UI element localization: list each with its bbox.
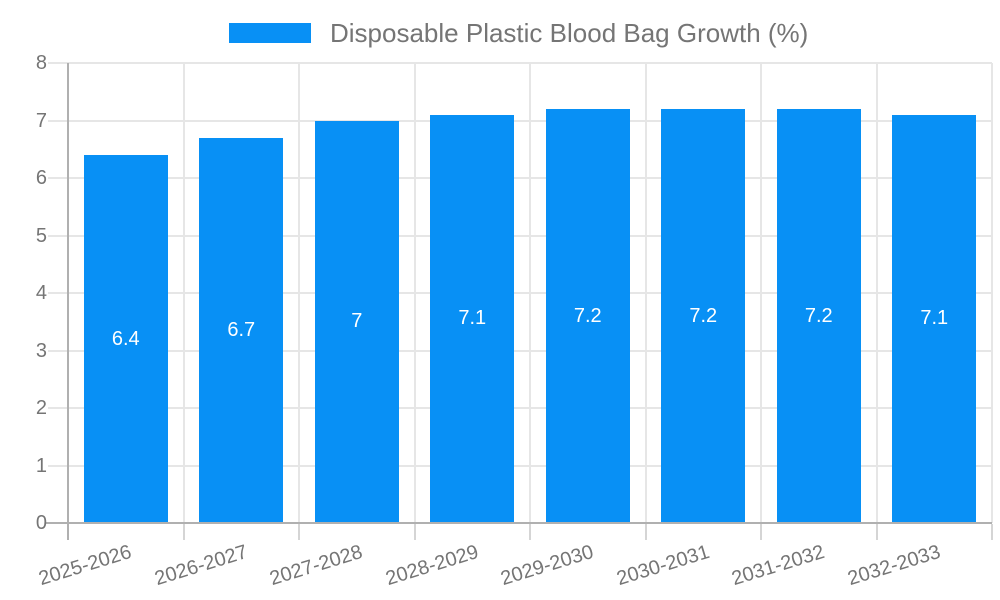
y-axis-tick-label: 1: [35, 454, 47, 477]
x-gridline: [298, 63, 300, 523]
x-axis-tick-label: 2027-2028: [267, 541, 366, 591]
x-axis-tick-label: 2026-2027: [151, 541, 250, 591]
y-gridline: [48, 464, 992, 467]
bar[interactable]: 7: [314, 120, 399, 523]
bar[interactable]: 7.1: [892, 114, 977, 523]
bar-value-label: 7.1: [920, 307, 949, 330]
bar[interactable]: 6.4: [83, 155, 168, 523]
bar-value-label: 7.2: [689, 304, 718, 327]
x-axis-tick: [875, 524, 878, 540]
y-axis-tick-label: 2: [35, 397, 47, 419]
bar-value-label: 7: [351, 310, 363, 333]
x-axis-tick: [991, 524, 993, 540]
x-axis-tick-label: 2029-2030: [498, 541, 597, 591]
x-axis-line: [46, 522, 992, 524]
y-gridline: [48, 292, 992, 294]
bar-value-label: 7.1: [458, 307, 487, 330]
y-gridline: [48, 62, 992, 64]
y-gridline: [48, 119, 992, 122]
y-axis-line: [67, 63, 69, 540]
y-axis-tick-label: 4: [35, 282, 47, 304]
x-axis-tick-label: 2028-2029: [382, 541, 481, 591]
x-axis-tick: [644, 524, 647, 540]
y-gridline: [48, 234, 992, 237]
x-axis-tick-label: 2032-2033: [844, 541, 943, 591]
x-axis-tick: [182, 524, 185, 540]
y-gridline: [48, 407, 992, 409]
legend-label: Disposable Plastic Blood Bag Growth (%): [330, 17, 809, 48]
x-gridline: [760, 63, 762, 523]
bar[interactable]: 7.2: [661, 109, 746, 523]
bar[interactable]: 7.2: [776, 109, 861, 523]
bar[interactable]: 6.7: [199, 137, 284, 523]
x-axis-tick-label: 2031-2032: [729, 541, 828, 591]
x-gridline: [644, 63, 647, 523]
x-axis-tick: [760, 524, 762, 540]
bar[interactable]: 7.1: [430, 114, 515, 523]
y-axis-tick-label: 8: [35, 52, 47, 74]
y-gridline: [48, 349, 992, 352]
plot-area: 6.4 6.7 7 7.1 7.2 7.2 7.2 7.1: [46, 62, 993, 540]
y-axis-tick-label: 3: [35, 339, 47, 362]
x-axis-tick: [413, 524, 416, 540]
x-gridline: [875, 63, 878, 523]
y-axis-tick-label: 7: [35, 109, 47, 132]
y-axis-tick-label: 0: [35, 512, 47, 534]
y-gridline: [48, 177, 992, 179]
bar[interactable]: 7.2: [545, 109, 630, 523]
x-axis-tick: [298, 524, 300, 540]
legend-swatch: [229, 23, 311, 43]
bar-value-label: 6.7: [227, 318, 256, 341]
bar-value-label: 6.4: [111, 327, 140, 350]
x-gridline: [529, 63, 531, 523]
x-axis-tick: [529, 524, 531, 540]
y-axis-tick-label: 6: [35, 167, 47, 189]
bar-value-label: 7.2: [804, 304, 833, 327]
bar-value-label: 7.2: [573, 304, 602, 327]
x-gridline: [991, 63, 993, 523]
x-gridline: [182, 63, 185, 523]
x-axis-tick-label: 2030-2031: [613, 541, 712, 591]
x-gridline: [413, 63, 416, 523]
x-axis-tick-label: 2025-2026: [36, 541, 135, 591]
y-axis-tick-label: 5: [35, 224, 47, 247]
legend[interactable]: Disposable Plastic Blood Bag Growth (%): [229, 18, 808, 48]
